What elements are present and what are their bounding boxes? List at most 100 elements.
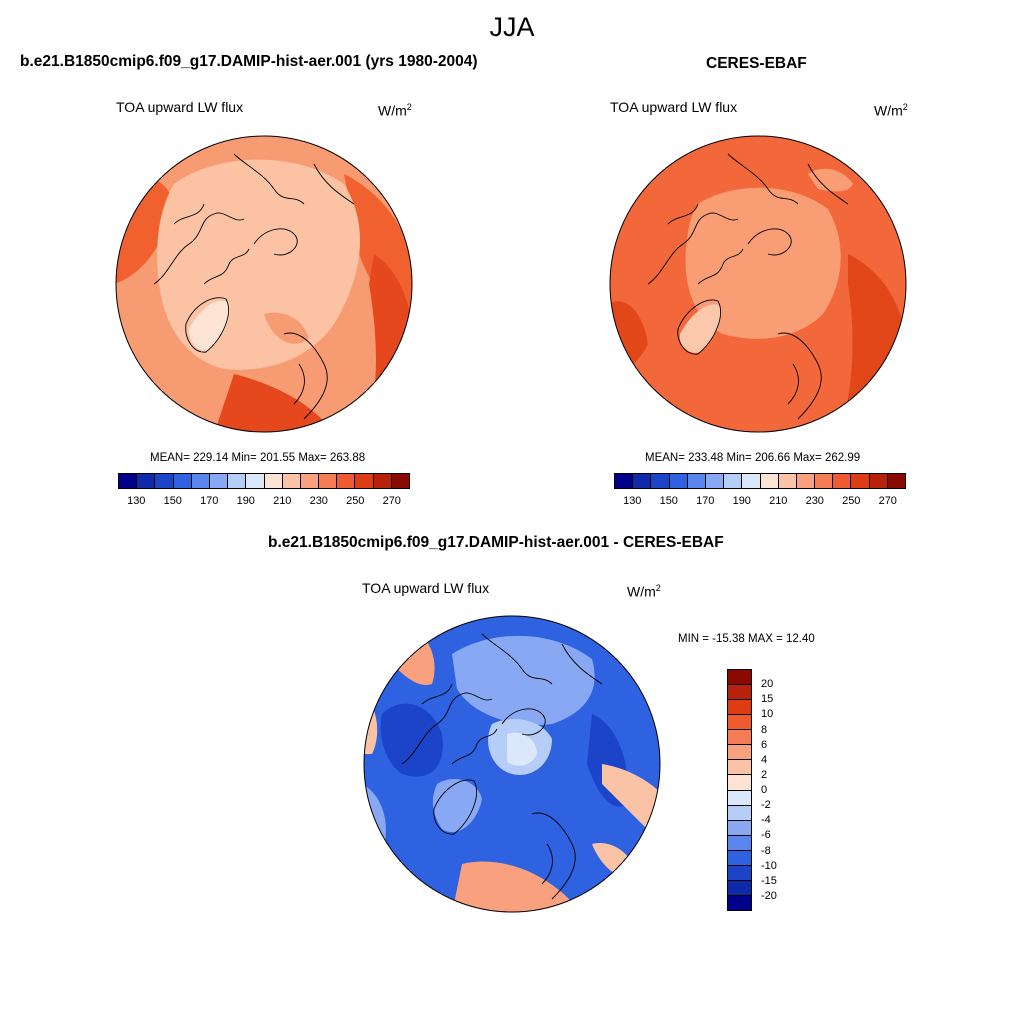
colorbar-box	[728, 865, 751, 881]
colorbar-tick-label: 130	[623, 495, 642, 507]
colorbar-tick-label: 250	[346, 495, 365, 507]
colorbar-tick-label: -2	[761, 799, 771, 812]
colorbar-tick-label: -8	[761, 844, 771, 857]
colorbar-box	[615, 474, 634, 488]
colorbar-box	[851, 474, 870, 488]
colorbar-box	[869, 474, 888, 488]
colorbar-box	[228, 474, 247, 488]
colorbar-tick-label: 20	[761, 678, 774, 691]
colorbar-box	[264, 474, 283, 488]
colorbar-box	[796, 474, 816, 488]
colorbar-tick-label: 6	[761, 738, 768, 751]
colorbar-box	[728, 760, 751, 776]
colorbar-tick-label: -10	[761, 859, 777, 872]
colorbar-tick-label: 190	[732, 495, 751, 507]
colorbar-box	[728, 685, 751, 701]
colorbar-box	[319, 474, 338, 488]
colorbar-box	[724, 474, 743, 488]
model-stats: MEAN= 229.14 Min= 201.55 Max= 263.88	[150, 452, 366, 464]
obs-variable-label: TOA upward LW flux	[610, 99, 738, 115]
colorbar-box	[669, 474, 688, 488]
diff-variable-label: TOA upward LW flux	[362, 580, 490, 596]
colorbar-box	[833, 474, 852, 488]
colorbar-tick-label: 230	[309, 495, 328, 507]
colorbar-box	[728, 805, 751, 821]
obs-colorbar-ticks: 130 150 170 190 210 230 250 270	[614, 495, 906, 509]
colorbar-box	[300, 474, 320, 488]
colorbar-box	[687, 474, 706, 488]
colorbar-box	[728, 715, 751, 731]
colorbar-box	[742, 474, 761, 488]
colorbar-tick-label: 210	[273, 495, 292, 507]
colorbar-box	[728, 670, 751, 686]
colorbar-tick-label: 190	[236, 495, 255, 507]
colorbar-box	[173, 474, 192, 488]
model-variable-label: TOA upward LW flux	[116, 99, 244, 115]
colorbar-box	[705, 474, 725, 488]
colorbar-box	[728, 775, 751, 791]
colorbar-box	[728, 820, 751, 836]
colorbar-box	[355, 474, 374, 488]
colorbar-box	[778, 474, 797, 488]
colorbar-box	[373, 474, 392, 488]
colorbar-box	[119, 474, 138, 488]
diff-panel-title: b.e21.B1850cmip6.f09_g17.DAMIP-hist-aer.…	[268, 534, 724, 551]
colorbar-tick-label: -15	[761, 874, 777, 887]
colorbar-tick-label: 4	[761, 753, 768, 766]
colorbar-box	[815, 474, 834, 488]
colorbar-box	[391, 474, 409, 488]
colorbar-box	[728, 835, 751, 851]
model-colorbar	[118, 473, 410, 489]
colorbar-box	[246, 474, 265, 488]
colorbar-box	[633, 474, 652, 488]
colorbar-box	[282, 474, 301, 488]
colorbar-box	[728, 745, 751, 761]
colorbar-box	[728, 700, 751, 716]
colorbar-tick-label: 270	[382, 495, 401, 507]
colorbar-box	[728, 880, 751, 896]
colorbar-box	[209, 474, 229, 488]
colorbar-box	[137, 474, 156, 488]
obs-colorbar	[614, 473, 906, 489]
colorbar-box	[760, 474, 779, 488]
obs-panel-title: CERES-EBAF	[706, 55, 807, 72]
colorbar-tick-label: 15	[761, 693, 774, 706]
colorbar-tick-label: 0	[761, 784, 768, 796]
diff-colorbar	[727, 669, 752, 911]
colorbar-box	[651, 474, 670, 488]
colorbar-box	[728, 850, 751, 866]
colorbar-tick-label: 130	[127, 495, 146, 507]
diff-colorbar-ticks: 20 15 10 8 6 4 2 0 -2 -4 -6 -8 -10 -15 -20	[761, 669, 801, 911]
obs-polar-map	[609, 135, 907, 433]
colorbar-tick-label: 210	[769, 495, 788, 507]
diff-units-label: W/m2	[627, 583, 661, 600]
obs-units-label: W/m2	[874, 102, 908, 119]
colorbar-tick-label: 270	[878, 495, 897, 507]
colorbar-box	[728, 730, 751, 746]
colorbar-tick-label: 10	[761, 708, 774, 721]
colorbar-tick-label: 150	[659, 495, 678, 507]
colorbar-box	[155, 474, 174, 488]
colorbar-tick-label: 230	[805, 495, 824, 507]
colorbar-box	[728, 895, 751, 910]
colorbar-tick-label: 8	[761, 723, 768, 736]
diff-stats: MIN = -15.38 MAX = 12.40	[678, 633, 815, 645]
colorbar-box	[728, 790, 751, 806]
model-units-label: W/m2	[378, 102, 412, 119]
obs-stats: MEAN= 233.48 Min= 206.66 Max= 262.99	[645, 452, 861, 464]
model-panel-title: b.e21.B1850cmip6.f09_g17.DAMIP-hist-aer.…	[20, 53, 478, 70]
colorbar-tick-label: 250	[842, 495, 861, 507]
colorbar-tick-label: 170	[696, 495, 715, 507]
season-title: JJA	[489, 12, 535, 42]
colorbar-tick-label: 150	[163, 495, 182, 507]
colorbar-tick-label: 170	[200, 495, 219, 507]
colorbar-box	[337, 474, 356, 488]
colorbar-tick-label: -20	[761, 889, 777, 902]
model-colorbar-ticks: 130 150 170 190 210 230 250 270	[118, 495, 410, 509]
colorbar-tick-label: -6	[761, 829, 771, 842]
model-polar-map	[115, 135, 413, 433]
diff-polar-map	[363, 615, 661, 913]
colorbar-box	[887, 474, 905, 488]
colorbar-box	[191, 474, 210, 488]
colorbar-tick-label: 2	[761, 768, 768, 781]
